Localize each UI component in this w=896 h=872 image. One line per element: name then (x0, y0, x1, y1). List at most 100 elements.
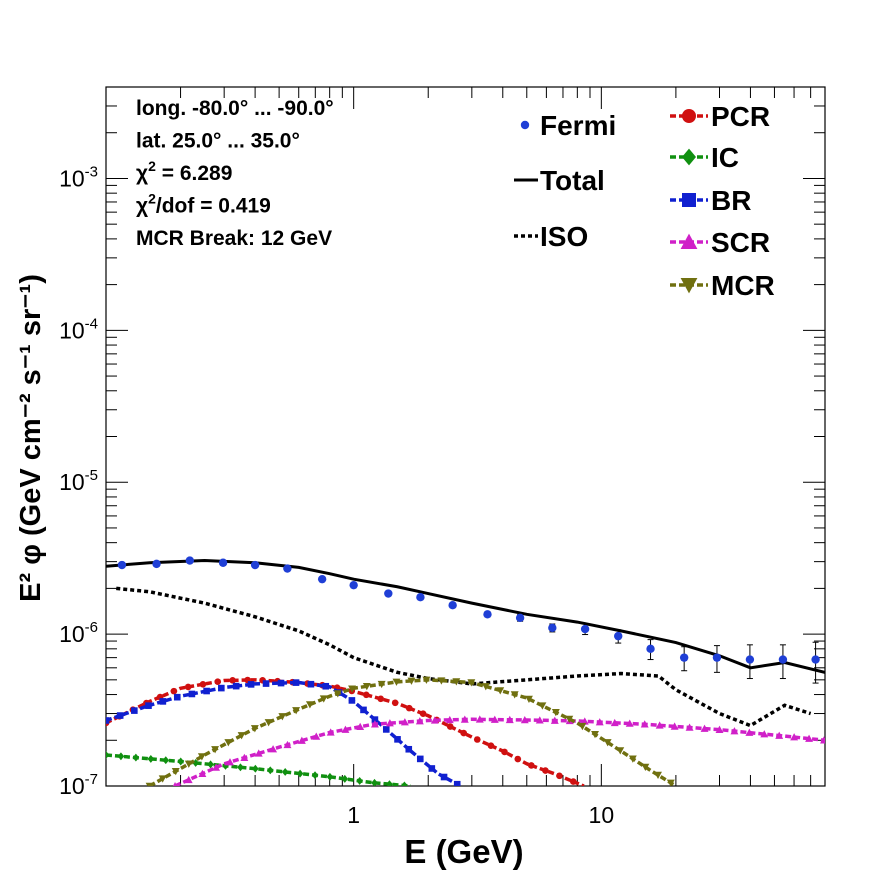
mcr-marker (578, 722, 587, 731)
mcr-marker (538, 702, 547, 710)
iso-curve (116, 586, 812, 728)
scr-marker (490, 715, 499, 723)
fermi-point (416, 592, 425, 602)
scr-marker (226, 758, 234, 766)
br-marker (232, 682, 240, 690)
scr-marker (820, 736, 825, 744)
scr-marker (655, 721, 664, 729)
ic-marker (132, 753, 140, 762)
br-marker (203, 687, 210, 695)
fermi-point (745, 655, 755, 664)
ic-curve (106, 753, 411, 786)
mcr-marker (616, 747, 625, 755)
pcr-marker (405, 704, 413, 712)
fermi-point (811, 655, 820, 664)
scr-marker (341, 725, 350, 733)
ic-marker (326, 772, 334, 781)
scr-marker (415, 717, 424, 725)
mcr-marker (452, 678, 461, 686)
y-axis-title: E² φ (GeV cm⁻² s⁻¹ sr⁻¹) (15, 274, 47, 602)
br-marker (116, 712, 124, 719)
mcr-marker (591, 731, 599, 739)
pcr-marker (514, 755, 522, 763)
legend-pcr-label: PCR (711, 101, 770, 132)
fermi-point (712, 653, 722, 662)
legend-ic-label: IC (711, 142, 739, 173)
total-curve (106, 559, 825, 674)
scr-marker (326, 728, 335, 736)
scr-marker (283, 740, 292, 749)
scr-marker (730, 727, 739, 735)
scr-marker (745, 728, 754, 736)
mcr-marker (278, 713, 287, 721)
br-marker (277, 679, 285, 687)
br-marker (371, 716, 379, 723)
mcr-marker (250, 725, 259, 733)
legend-mcr-marker (680, 278, 698, 294)
fermi-point (185, 556, 195, 565)
mcr-marker (333, 690, 342, 698)
mcr-marker (422, 676, 431, 684)
br-marker (382, 726, 390, 733)
fermi-point (384, 589, 393, 598)
ic-marker (192, 758, 199, 767)
scr-marker (240, 753, 249, 762)
mcr-marker (666, 779, 675, 786)
ic-marker (177, 757, 185, 766)
scr-marker (430, 716, 439, 724)
pcr-marker (487, 742, 495, 749)
mcr-marker (158, 775, 167, 783)
pcr-marker (542, 767, 549, 774)
scr-marker (370, 720, 379, 728)
br-marker (292, 679, 300, 686)
br-marker (159, 698, 167, 705)
mcr-marker (197, 753, 206, 761)
scr-marker (700, 724, 709, 732)
scr-marker (550, 716, 559, 724)
mcr-curve (148, 678, 677, 786)
mcr-marker (362, 683, 371, 691)
mcr-marker (392, 678, 401, 686)
ic-marker (162, 756, 170, 765)
scr-marker (505, 715, 514, 724)
info-line: χ2 = 6.289 (136, 158, 232, 185)
ic-marker (371, 778, 378, 786)
axis-ticks (105, 86, 826, 787)
legend-br-label: BR (711, 185, 751, 216)
pcr-marker (473, 736, 481, 743)
br-marker (440, 773, 448, 781)
ic-marker (106, 751, 110, 759)
mcr-marker (481, 683, 490, 691)
fermi-point (778, 655, 788, 664)
mcr-marker (603, 739, 612, 747)
pcr-marker (569, 778, 577, 785)
ic-marker (341, 774, 349, 783)
ic-marker (401, 781, 408, 786)
scr-marker (790, 733, 799, 741)
info-line: MCR Break: 12 GeV (136, 227, 332, 250)
br-marker (262, 680, 270, 687)
mcr-marker (565, 715, 574, 723)
pcr-marker (377, 695, 385, 703)
fermi-point (580, 624, 590, 634)
scr-marker (580, 717, 589, 725)
mcr-marker (305, 701, 314, 709)
br-marker (428, 765, 436, 772)
scr-marker (356, 722, 365, 731)
legend-pcr-marker (682, 109, 696, 123)
pcr-marker (391, 699, 399, 707)
scr-marker (400, 718, 409, 726)
fermi-point (646, 644, 655, 654)
br-marker (416, 755, 424, 763)
fermi-point (548, 623, 557, 633)
fermi-point (218, 558, 228, 567)
scr-marker (685, 723, 694, 731)
mcr-marker (211, 746, 220, 754)
pcr-marker (501, 748, 508, 756)
br-marker (131, 707, 138, 714)
fermi-point (515, 613, 525, 623)
pcr-marker (528, 762, 535, 769)
mcr-marker (184, 760, 193, 768)
scr-marker (297, 736, 306, 744)
y-tick-label: 10-3 (59, 163, 98, 191)
